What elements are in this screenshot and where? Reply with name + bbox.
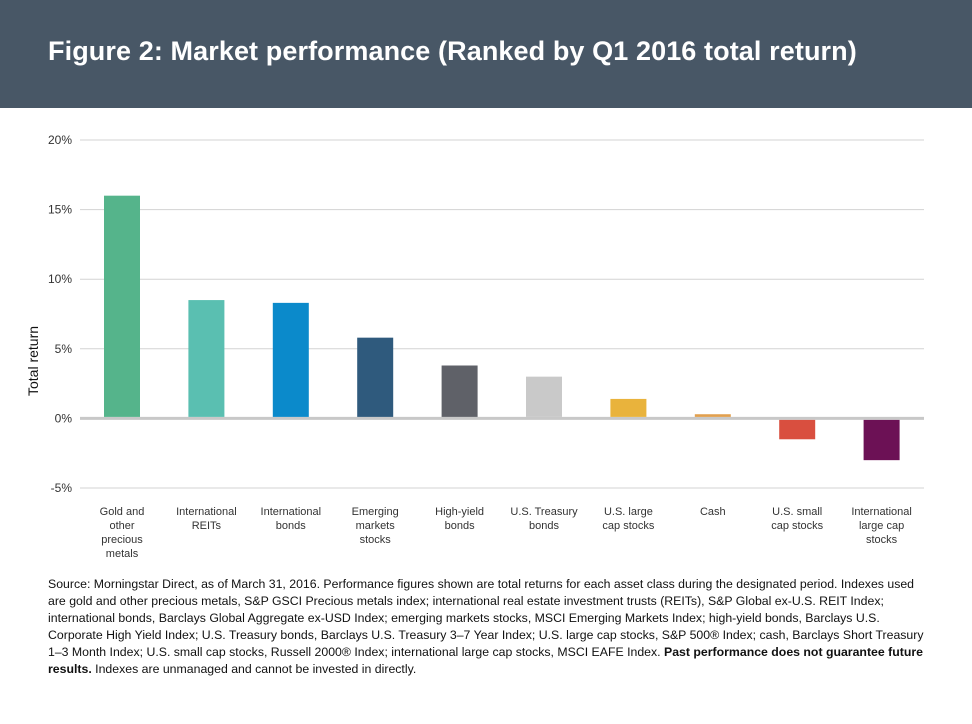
bar [610,398,647,417]
category-label: U.S. small cap stocks [771,506,823,532]
source-footnote: Source: Morningstar Direct, as of March … [48,576,928,678]
bar [863,419,900,461]
category-label: Emerging markets stocks [352,506,399,546]
bar [357,337,394,417]
category-label: Gold and other precious metals [100,506,145,560]
y-tick-label: 0% [55,411,73,425]
bar [779,419,816,440]
source-tail: Indexes are unmanaged and cannot be inve… [91,662,417,676]
category-label: International large cap stocks [851,506,912,546]
bar [694,414,731,417]
category-label: International bonds [261,506,322,532]
category-label: Cash [700,506,726,518]
header-banner: Figure 2: Market performance (Ranked by … [0,0,972,108]
bar [188,300,225,417]
y-tick-label: -5% [51,481,73,495]
bar [104,195,140,417]
category-label: High-yield bonds [435,506,484,532]
category-label: U.S. Treasury bonds [510,506,578,532]
bars [104,195,900,461]
bar [526,376,562,417]
bar [272,302,309,417]
y-axis-ticks: 20% 15% 10% 5% 0% -5% [48,133,72,495]
source-disclaimer: Past performance does not guarantee futu… [48,645,923,676]
category-label: U.S. large cap stocks [602,506,654,532]
y-tick-label: 10% [48,272,72,286]
category-labels: Gold and other precious metals International… [100,506,912,560]
y-axis-label: Total return [25,326,41,396]
source-text: Source: Morningstar Direct, as of March … [48,577,924,659]
chart-title: Figure 2: Market performance (Ranked by … [48,36,857,66]
bar-chart: 20% 15% 10% 5% 0% -5% Gold and other precious me… [25,133,924,560]
y-tick-label: 20% [48,133,72,147]
category-label: International REITs [176,506,237,532]
bar [441,365,478,417]
y-tick-label: 5% [55,342,73,356]
y-tick-label: 15% [48,203,72,217]
